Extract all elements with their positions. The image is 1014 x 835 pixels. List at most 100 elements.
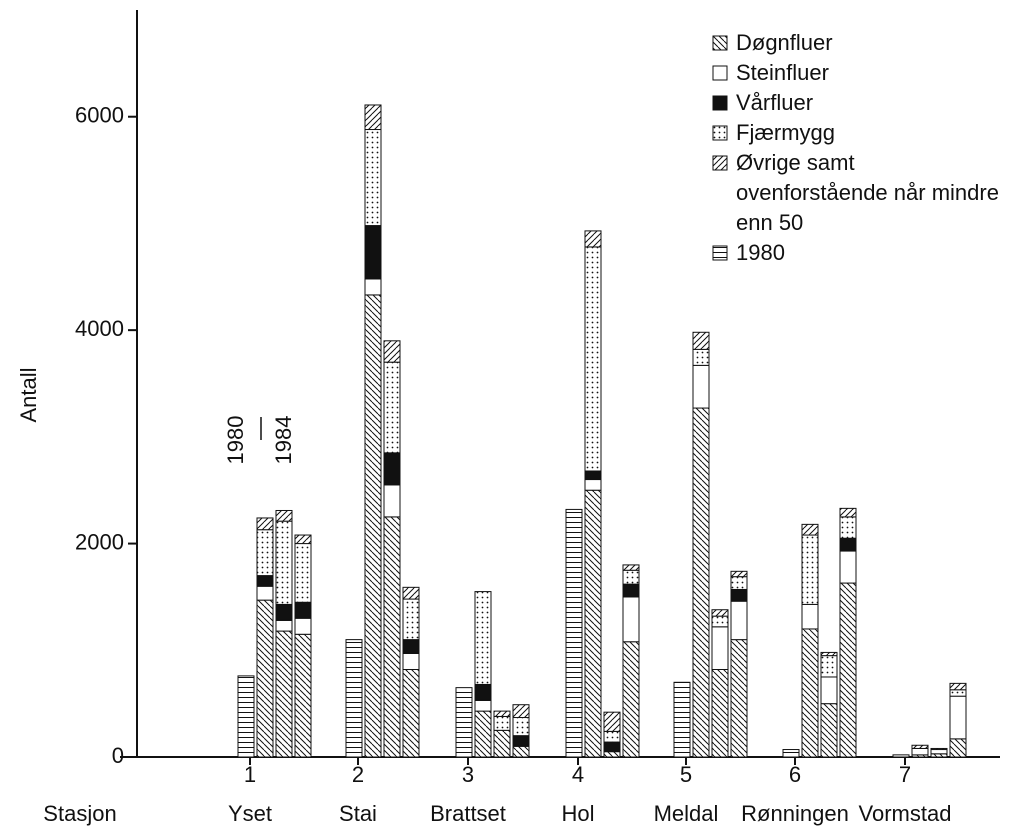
bar-segment [603,741,621,753]
x-tick-label: Vormstad [859,801,952,826]
bar-segment [294,633,312,758]
bar-segment [692,348,710,366]
x-axis-label: Stasjon [43,801,116,826]
x-tick-label: Yset [228,801,272,826]
bar-segment [692,364,710,409]
bar-segment [512,735,530,747]
bar-segment [383,361,401,454]
legend-swatch [712,125,728,141]
bar-segment [584,230,602,248]
bar-segment [256,599,274,758]
x-tick-label: 5 [680,762,692,787]
bar-segment [402,598,420,641]
bar-segment [949,738,967,758]
bar-segment [730,570,748,578]
bar-segment [275,630,293,758]
bar-segment [256,575,274,587]
bar-segment [402,668,420,758]
bar-segment [820,703,838,758]
bar-segment [364,129,382,227]
legend-entry: 1980 [712,238,1002,268]
x-tick-label: 1 [244,762,256,787]
x-tick-label: Brattset [430,801,506,826]
bar-segment [474,699,492,712]
bar-segment [622,641,640,758]
bar-segment [402,639,420,654]
legend-entry: Døgnfluer [712,28,1002,58]
x-tick-label: 6 [789,762,801,787]
bar [345,639,363,758]
bar-segment [383,340,401,363]
legend-swatch [712,95,728,111]
bar-segment [711,668,729,758]
bar-segment [383,452,401,486]
bar-segment [820,655,838,678]
bar-segment [275,509,293,522]
bar-segment [949,682,967,691]
bar-segment [730,639,748,758]
bar-segment [512,717,530,737]
bar-segment [275,520,293,605]
bar-segment [839,537,857,552]
bar-segment [512,745,530,758]
bar-segment [275,603,293,621]
bar-segment [474,683,492,701]
legend-label: Øvrige samt ovenforstående når mindre en… [736,150,999,235]
bar-segment [256,585,274,601]
x-tick-label: Meldal [654,801,719,826]
bar-segment [364,278,382,296]
bar-segment [839,582,857,758]
legend-label: Vårfluer [736,90,814,115]
bar-segment [493,715,511,731]
bar-segment [839,516,857,539]
bar-segment [256,529,274,577]
bar-segment [603,711,621,732]
bar-segment [622,583,640,598]
bar-segment [584,489,602,758]
bar-segment [730,588,748,602]
x-tick-label: Rønningen [741,801,849,826]
bar-segment [584,479,602,491]
x-tick-label: Stai [339,801,377,826]
bar-segment [839,507,857,518]
bar-segment [364,104,382,131]
y-tick-label: 0 [112,743,124,768]
y-axis-label: Antall [16,367,41,422]
bar-segment [801,603,819,630]
x-tick-label: 7 [899,762,911,787]
y-tick-label: 6000 [75,103,124,128]
annotation: 1984 [271,416,296,465]
bar-segment [603,751,621,758]
bar-segment [256,517,274,531]
annotation: 1980 [223,416,248,465]
legend-entry: Fjærmygg [712,118,1002,148]
legend: Døgnfluer Steinfluer Vårfluer Fjærmygg Øvrig… [712,28,1002,268]
legend-label: 1980 [736,240,785,265]
legend-swatch [712,245,728,261]
bar-segment [493,710,511,717]
bar-segment [839,550,857,584]
legend-swatch [712,65,728,81]
bar-segment [820,676,838,705]
bar-segment [294,601,312,619]
x-tick-label: Hol [561,801,594,826]
bar [455,687,473,758]
bar-segment [294,543,312,603]
bar-segment [474,710,492,758]
bar-segment [622,569,640,585]
bar-segment [730,600,748,641]
y-tick-label: 4000 [75,316,124,341]
bar-segment [364,294,382,758]
bar-segment [820,651,838,657]
bar [565,508,583,758]
legend-entry: Vårfluer [712,88,1002,118]
bar-segment [911,747,929,756]
bar-segment [603,730,621,743]
bar-segment [402,652,420,670]
bar-segment [930,747,948,751]
bar-segment [622,564,640,571]
bar-segment [930,749,948,755]
bar [892,754,910,758]
bar-segment [801,523,819,536]
